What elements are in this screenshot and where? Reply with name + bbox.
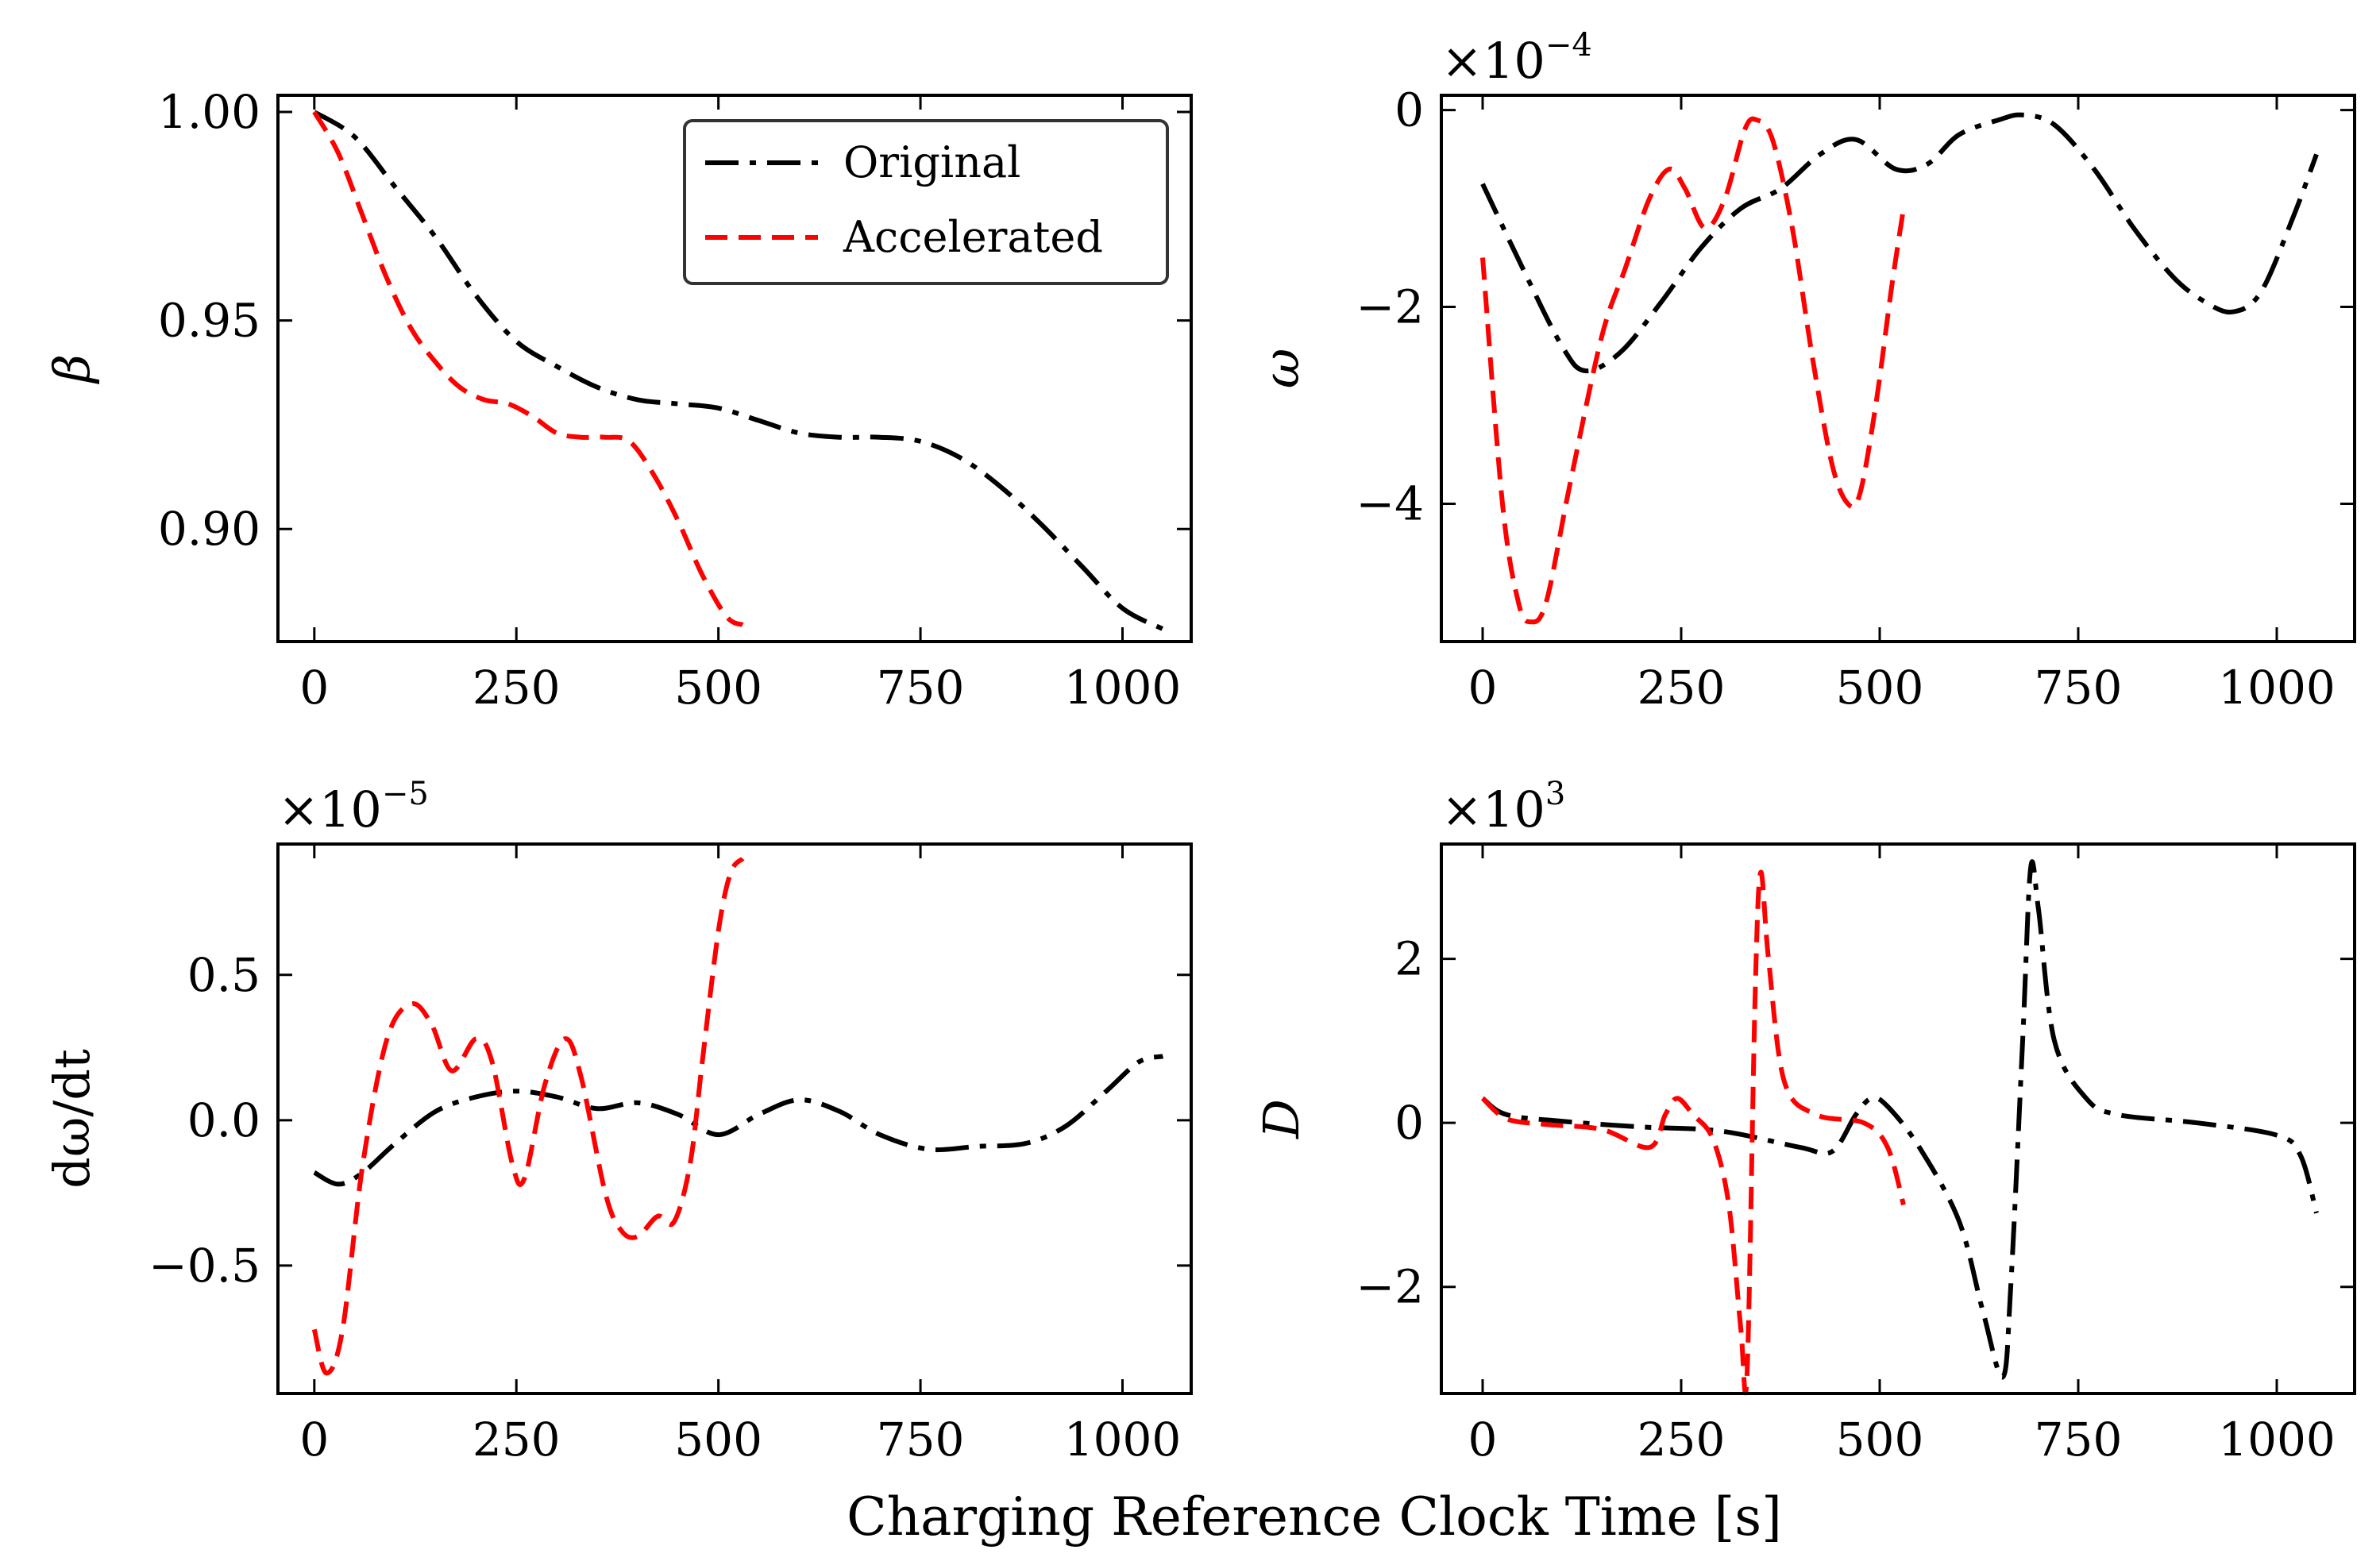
y-tick-label: 0 (1394, 83, 1424, 137)
series-line-original (1481, 859, 2319, 1380)
x-tick-label: 250 (1637, 661, 1726, 715)
x-tick-label: 1000 (1064, 1413, 1182, 1467)
panel-omega: 0 250 500 750 1000−4−20ω×10−4 (1252, 27, 2356, 715)
y-axis-label: β (43, 354, 101, 384)
x-tick-label: 0 (299, 1413, 329, 1467)
legend-label-accelerated: Accelerated (843, 212, 1103, 262)
x-tick-label: 1000 (2218, 661, 2336, 715)
x-tick-label: 250 (473, 1413, 561, 1467)
y-tick-label: 1.00 (158, 85, 260, 139)
series-line-original (313, 110, 1164, 631)
x-tick-label: 1000 (2218, 1413, 2336, 1467)
legend: Original Accelerated (683, 119, 1169, 285)
y-tick-label: 0.95 (158, 294, 260, 348)
x-tick-label: 250 (1637, 1413, 1726, 1467)
y-tick-label: −2 (1356, 1260, 1425, 1314)
y-axis-label: ω (1252, 349, 1310, 389)
series-line-original (313, 1054, 1164, 1187)
panel-domega-dt: 0 250 500 750 1000 −0.5 0.0 0.5 dω/dt ×10−5 (43, 776, 1193, 1467)
exponent-power: −5 (382, 776, 429, 812)
x-tick-label: 750 (877, 661, 965, 715)
axes-frame (1440, 842, 2356, 1395)
y-axis-label: D (1252, 1099, 1310, 1139)
y-axis-label: dω/dt (43, 1049, 101, 1189)
axes-frame (276, 842, 1193, 1395)
x-tick-label: 0 (1468, 661, 1498, 715)
x-tick-label: 500 (674, 1413, 762, 1467)
series-line-accelerated (1480, 869, 1906, 1396)
x-tick-label: 1000 (1064, 661, 1182, 715)
exponent-power: 3 (1545, 776, 1565, 812)
y-tick-label: 2 (1394, 932, 1424, 986)
x-tick-label: 500 (674, 661, 762, 715)
x-tick-label: 0 (299, 661, 329, 715)
x-tick-label: 750 (2035, 1413, 2123, 1467)
axes-frame (276, 94, 1193, 643)
panel-d: 0 250 500 750 1000 −2 0 2 D ×103 (1252, 776, 2356, 1467)
y-tick-label: 0 (1394, 1096, 1424, 1150)
x-tick-label: 500 (1836, 661, 1924, 715)
exponent-base: ×10 (1441, 781, 1545, 838)
y-tick-label: −2 (1356, 280, 1425, 334)
series-line-original (1480, 112, 2319, 374)
x-tick-label: 750 (877, 1413, 965, 1467)
legend-box (683, 119, 1169, 285)
series-line-accelerated (311, 857, 745, 1376)
y-tick-label: 0.5 (187, 948, 260, 1002)
exponent-power: −4 (1545, 27, 1592, 64)
x-axis-label: Charging Reference Clock Time [s] (847, 1486, 1782, 1548)
panel-beta: 0 250 500 750 1000 0.90 0.95 1.00 β Original Accel… (43, 85, 1193, 715)
x-tick-label: 0 (1468, 1413, 1498, 1467)
axis-exponent-label: ×103 (1441, 776, 1565, 838)
exponent-base: ×10 (1441, 32, 1545, 90)
x-tick-label: 500 (1836, 1413, 1924, 1467)
legend-label-original: Original (843, 137, 1020, 187)
axes-frame (1440, 94, 2356, 643)
axis-exponent-label: ×10−5 (278, 776, 429, 838)
x-tick-label: 250 (473, 661, 561, 715)
y-tick-label: 0.0 (187, 1093, 260, 1147)
y-tick-label: −4 (1356, 476, 1425, 530)
y-tick-label: −0.5 (149, 1239, 260, 1293)
series-line-accelerated (1480, 116, 1906, 625)
exponent-base: ×10 (278, 781, 382, 838)
x-tick-label: 750 (2035, 661, 2123, 715)
axis-exponent-label: ×10−4 (1441, 27, 1592, 90)
y-tick-label: 0.90 (158, 502, 260, 556)
series-line-accelerated (312, 110, 744, 627)
